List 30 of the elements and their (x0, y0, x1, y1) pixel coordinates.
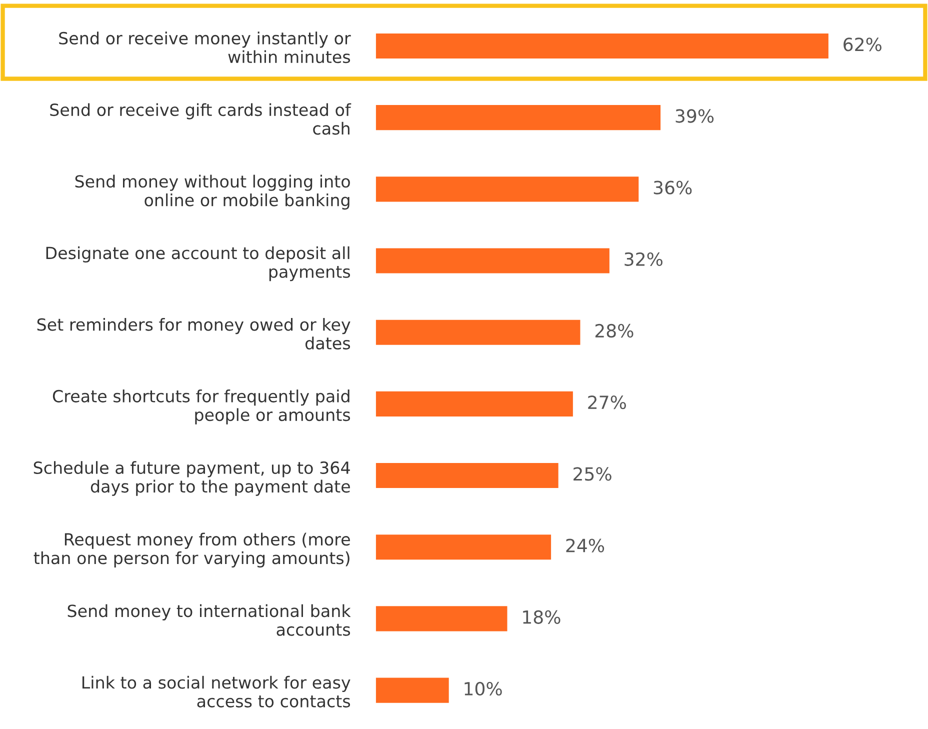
y-tick-label: Designate one account to deposit all payments (46, 246, 350, 282)
y-tick-label: Send money to international bank accounts (68, 604, 351, 636)
bar (376, 678, 449, 703)
bar (376, 105, 661, 130)
y-tick-label: Set reminders for money owed or key dates (37, 318, 350, 350)
data-label: 28% (595, 324, 634, 338)
bar (376, 248, 610, 274)
y-tick-label: Request money from others (more than one person for varying amounts) (34, 532, 350, 568)
data-label: 39% (676, 109, 714, 123)
data-label: 27% (588, 396, 626, 410)
bar (376, 534, 552, 560)
data-label: 36% (654, 180, 692, 194)
data-label: 62% (844, 38, 882, 52)
bar (376, 176, 639, 202)
bar (376, 33, 828, 59)
bar (376, 391, 573, 416)
y-tick-label: Create shortcuts for frequently paid people or amounts (52, 390, 350, 424)
bar (376, 463, 558, 488)
data-label: 18% (523, 610, 560, 624)
data-label: 10% (464, 682, 502, 696)
y-tick-label: Send money without logging into online or mobile banking (75, 174, 350, 210)
y-tick-label: Send or receive money instantly or within minutes (59, 32, 351, 64)
y-tick-label: Send or receive gift cards instead of cash (50, 103, 352, 135)
bar (376, 320, 580, 345)
bar (376, 606, 508, 632)
data-label: 32% (624, 252, 662, 266)
data-label: 25% (574, 467, 612, 481)
data-label: 24% (566, 538, 604, 552)
y-tick-label: Schedule a future payment, up to 364 days prior to the payment date (34, 461, 350, 496)
y-tick-label: Link to a social network for easy access to contacts (82, 676, 350, 708)
